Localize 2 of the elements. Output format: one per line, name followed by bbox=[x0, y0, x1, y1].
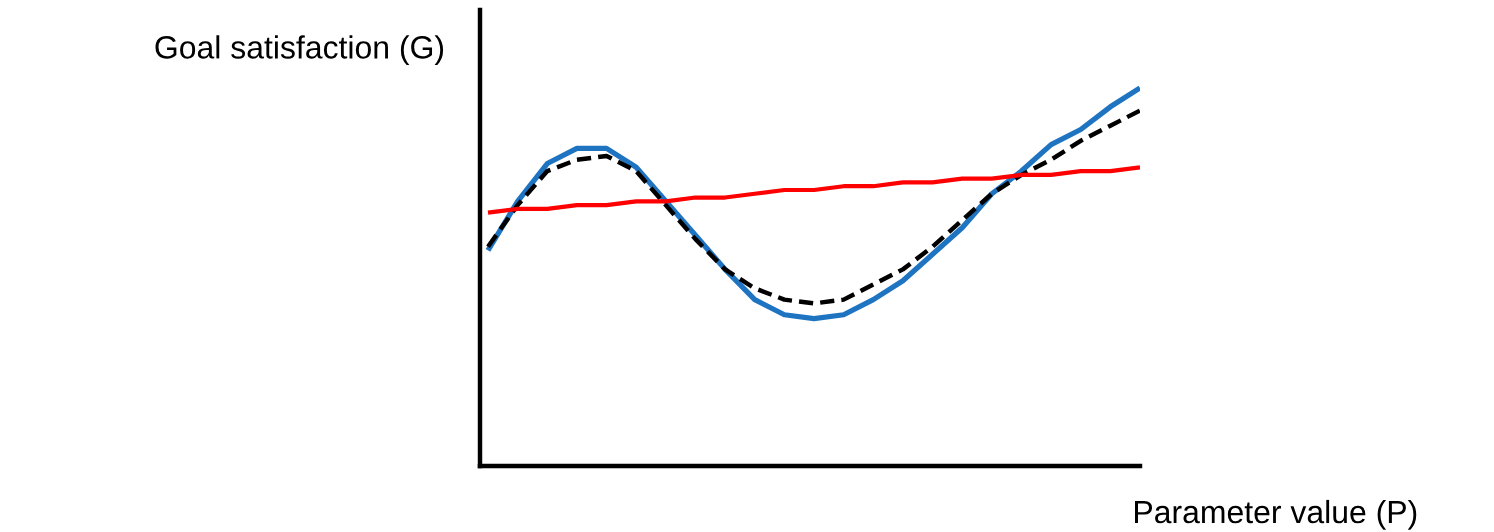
x-axis-title: Parameter value (P) bbox=[1135, 499, 1417, 530]
y-axis-title: Goal satisfaction (G) bbox=[155, 35, 444, 65]
